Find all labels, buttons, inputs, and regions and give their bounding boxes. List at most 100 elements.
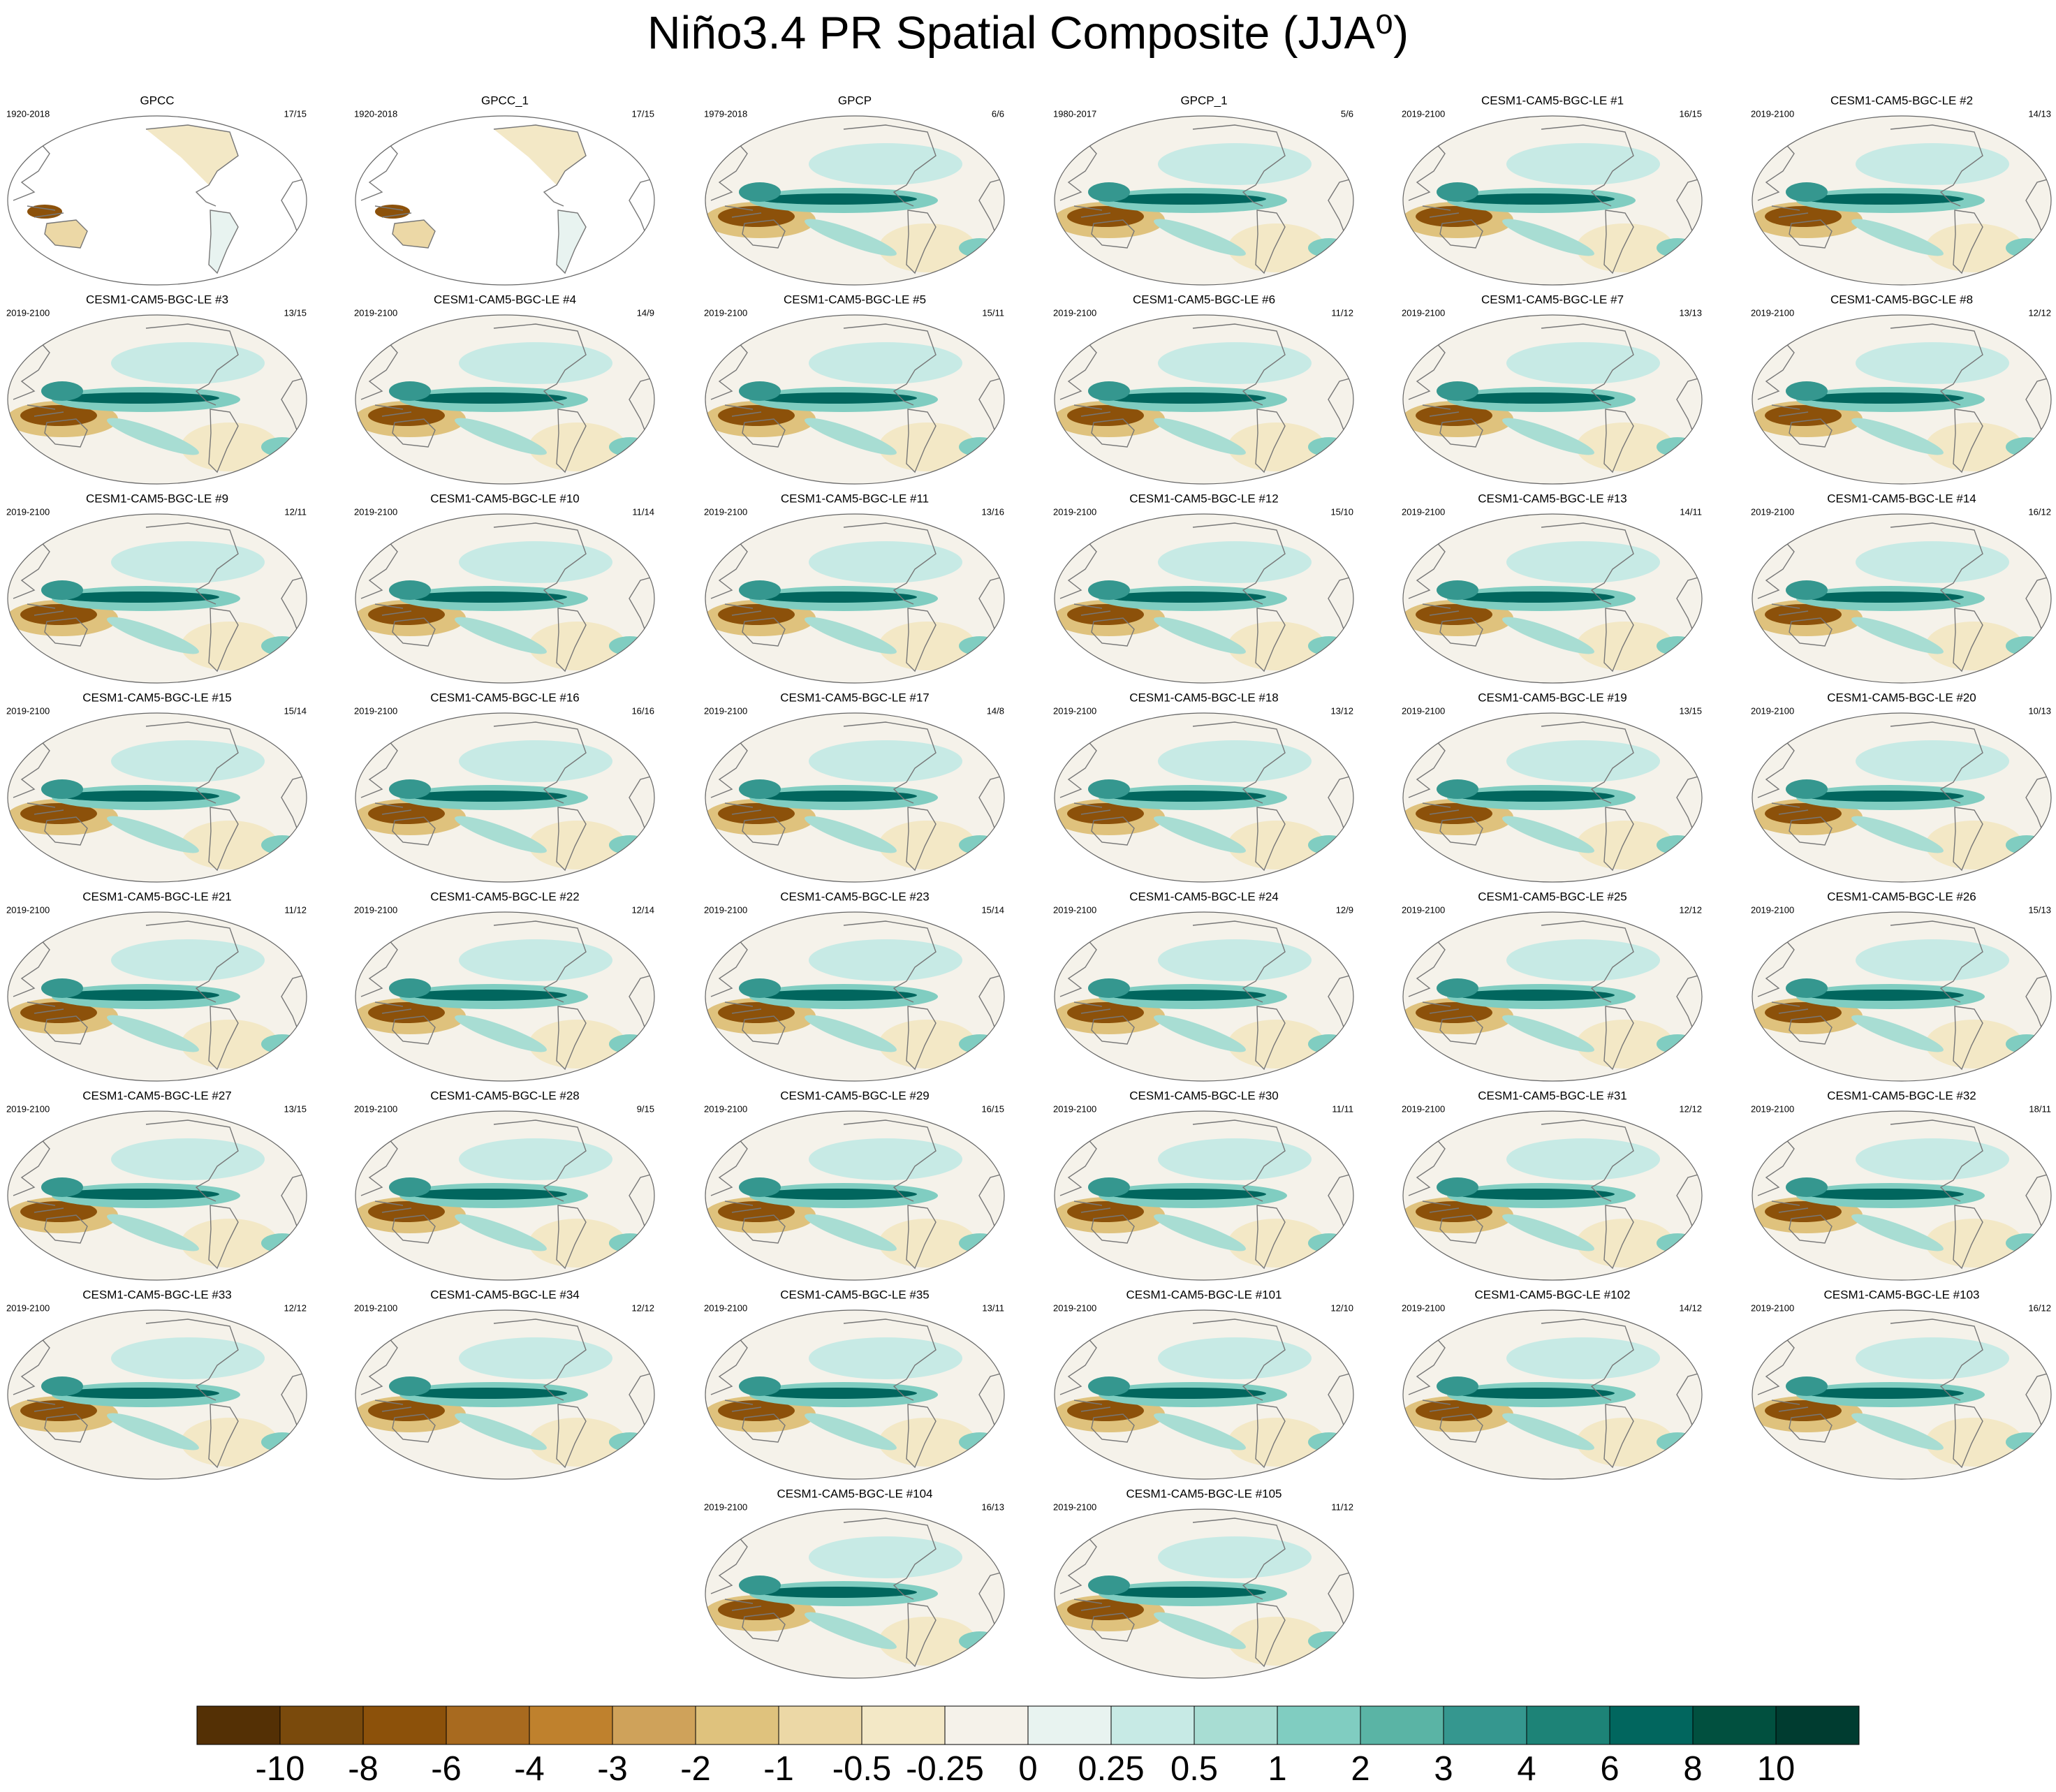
anomaly <box>1502 1015 1594 1052</box>
anomaly <box>1657 1034 1698 1054</box>
panel-period: 2019-2100 <box>1053 1302 1096 1313</box>
colorbar-box <box>778 1705 862 1745</box>
anomaly <box>1502 1413 1594 1451</box>
map <box>1752 712 2052 883</box>
anomaly <box>59 392 219 404</box>
anomaly <box>1657 835 1698 855</box>
panel-title: CESM1-CAM5-BGC-LE #6 <box>1133 293 1275 306</box>
anomaly <box>111 541 265 583</box>
colorbar-label: -4 <box>514 1750 545 1788</box>
anomaly <box>455 1015 547 1052</box>
map-border <box>355 911 655 1082</box>
map <box>355 1309 655 1480</box>
map-background <box>355 116 654 285</box>
anomaly <box>1856 342 2009 384</box>
panel-title: CESM1-CAM5-BGC-LE #13 <box>1478 492 1627 505</box>
panel-title: GPCC <box>140 94 174 107</box>
anomaly <box>455 1214 547 1251</box>
anomaly <box>879 1617 976 1666</box>
anomaly <box>1228 1020 1326 1068</box>
anomaly <box>739 1177 781 1197</box>
anomaly <box>107 816 199 853</box>
anomaly <box>1308 437 1350 457</box>
map-border <box>1752 911 2052 1082</box>
anomaly <box>809 541 962 583</box>
anomaly <box>609 636 651 656</box>
map <box>705 712 1005 883</box>
anomaly <box>959 1034 1001 1054</box>
map-field <box>705 315 1004 484</box>
panel-title: CESM1-CAM5-BGC-LE #32 <box>1827 1089 1976 1102</box>
panel-period: 2019-2100 <box>704 1103 747 1114</box>
anomaly <box>1106 990 1266 1001</box>
anomaly <box>1576 423 1674 471</box>
panel-count: 14/13 <box>2028 108 2051 119</box>
panel-count: 5/6 <box>1341 108 1353 119</box>
anomaly <box>809 1138 962 1180</box>
panel-count: 17/15 <box>631 108 654 119</box>
anomaly <box>1228 423 1326 471</box>
anomaly <box>261 1034 303 1054</box>
panel-count: 12/10 <box>1330 1302 1353 1313</box>
map <box>1054 513 1354 684</box>
anomaly <box>1158 541 1312 583</box>
map-field <box>705 713 1004 882</box>
anomaly <box>2006 835 2048 855</box>
anomaly <box>406 392 567 404</box>
anomaly <box>1437 978 1478 998</box>
panel-period: 2019-2100 <box>6 705 50 716</box>
panel-count: 15/11 <box>982 307 1004 318</box>
panel-title: CESM1-CAM5-BGC-LE #14 <box>1827 492 1976 505</box>
map <box>1752 1309 2052 1480</box>
map-field <box>1403 514 1702 683</box>
anomaly <box>2006 1432 2048 1452</box>
panel-count: 17/15 <box>284 108 307 119</box>
map-field <box>1403 315 1702 484</box>
anomaly <box>459 342 612 384</box>
map-border <box>1402 513 1703 684</box>
anomaly <box>1088 182 1130 202</box>
panel-period: 1980-2017 <box>1053 108 1096 119</box>
panel-count: 16/16 <box>631 705 654 716</box>
colorbar-label: 0 <box>1018 1750 1037 1788</box>
panel-period: 2019-2100 <box>704 506 747 517</box>
anomaly <box>59 592 219 603</box>
map <box>355 513 655 684</box>
panel-title: CESM1-CAM5-BGC-LE #101 <box>1126 1288 1282 1301</box>
anomaly <box>1088 580 1130 600</box>
anomaly <box>879 622 976 670</box>
anomaly <box>739 381 781 401</box>
anomaly <box>1454 193 1615 205</box>
map-border <box>705 712 1005 883</box>
anomaly <box>756 1189 917 1200</box>
anomaly <box>1786 381 1828 401</box>
anomaly <box>959 437 1001 457</box>
anomaly <box>756 392 917 404</box>
anomaly <box>1786 978 1828 998</box>
anomaly <box>459 541 612 583</box>
panel-title: CESM1-CAM5-BGC-LE #8 <box>1830 293 1973 306</box>
colorbar-label: 10 <box>1757 1750 1796 1788</box>
map-border <box>1054 115 1354 286</box>
map-field <box>1752 713 2051 882</box>
anomaly <box>261 835 303 855</box>
panel-period: 2019-2100 <box>1053 307 1096 318</box>
colorbar-box <box>362 1705 447 1745</box>
anomaly <box>1803 193 1964 205</box>
anomaly <box>389 580 431 600</box>
panel-count: 14/8 <box>987 705 1004 716</box>
anomaly <box>41 580 83 600</box>
anomaly <box>1437 779 1478 799</box>
panel-count: 11/11 <box>1332 1103 1353 1114</box>
map <box>7 115 307 286</box>
anomaly <box>1803 990 1964 1001</box>
map-field <box>1055 315 1353 484</box>
anomaly <box>1088 779 1130 799</box>
anomaly <box>1851 1413 1944 1451</box>
panel-title: CESM1-CAM5-BGC-LE #104 <box>777 1487 933 1500</box>
anomaly <box>1308 1034 1350 1054</box>
map <box>705 1309 1005 1480</box>
colorbar-label: 8 <box>1683 1750 1702 1788</box>
map-border <box>705 1110 1005 1281</box>
